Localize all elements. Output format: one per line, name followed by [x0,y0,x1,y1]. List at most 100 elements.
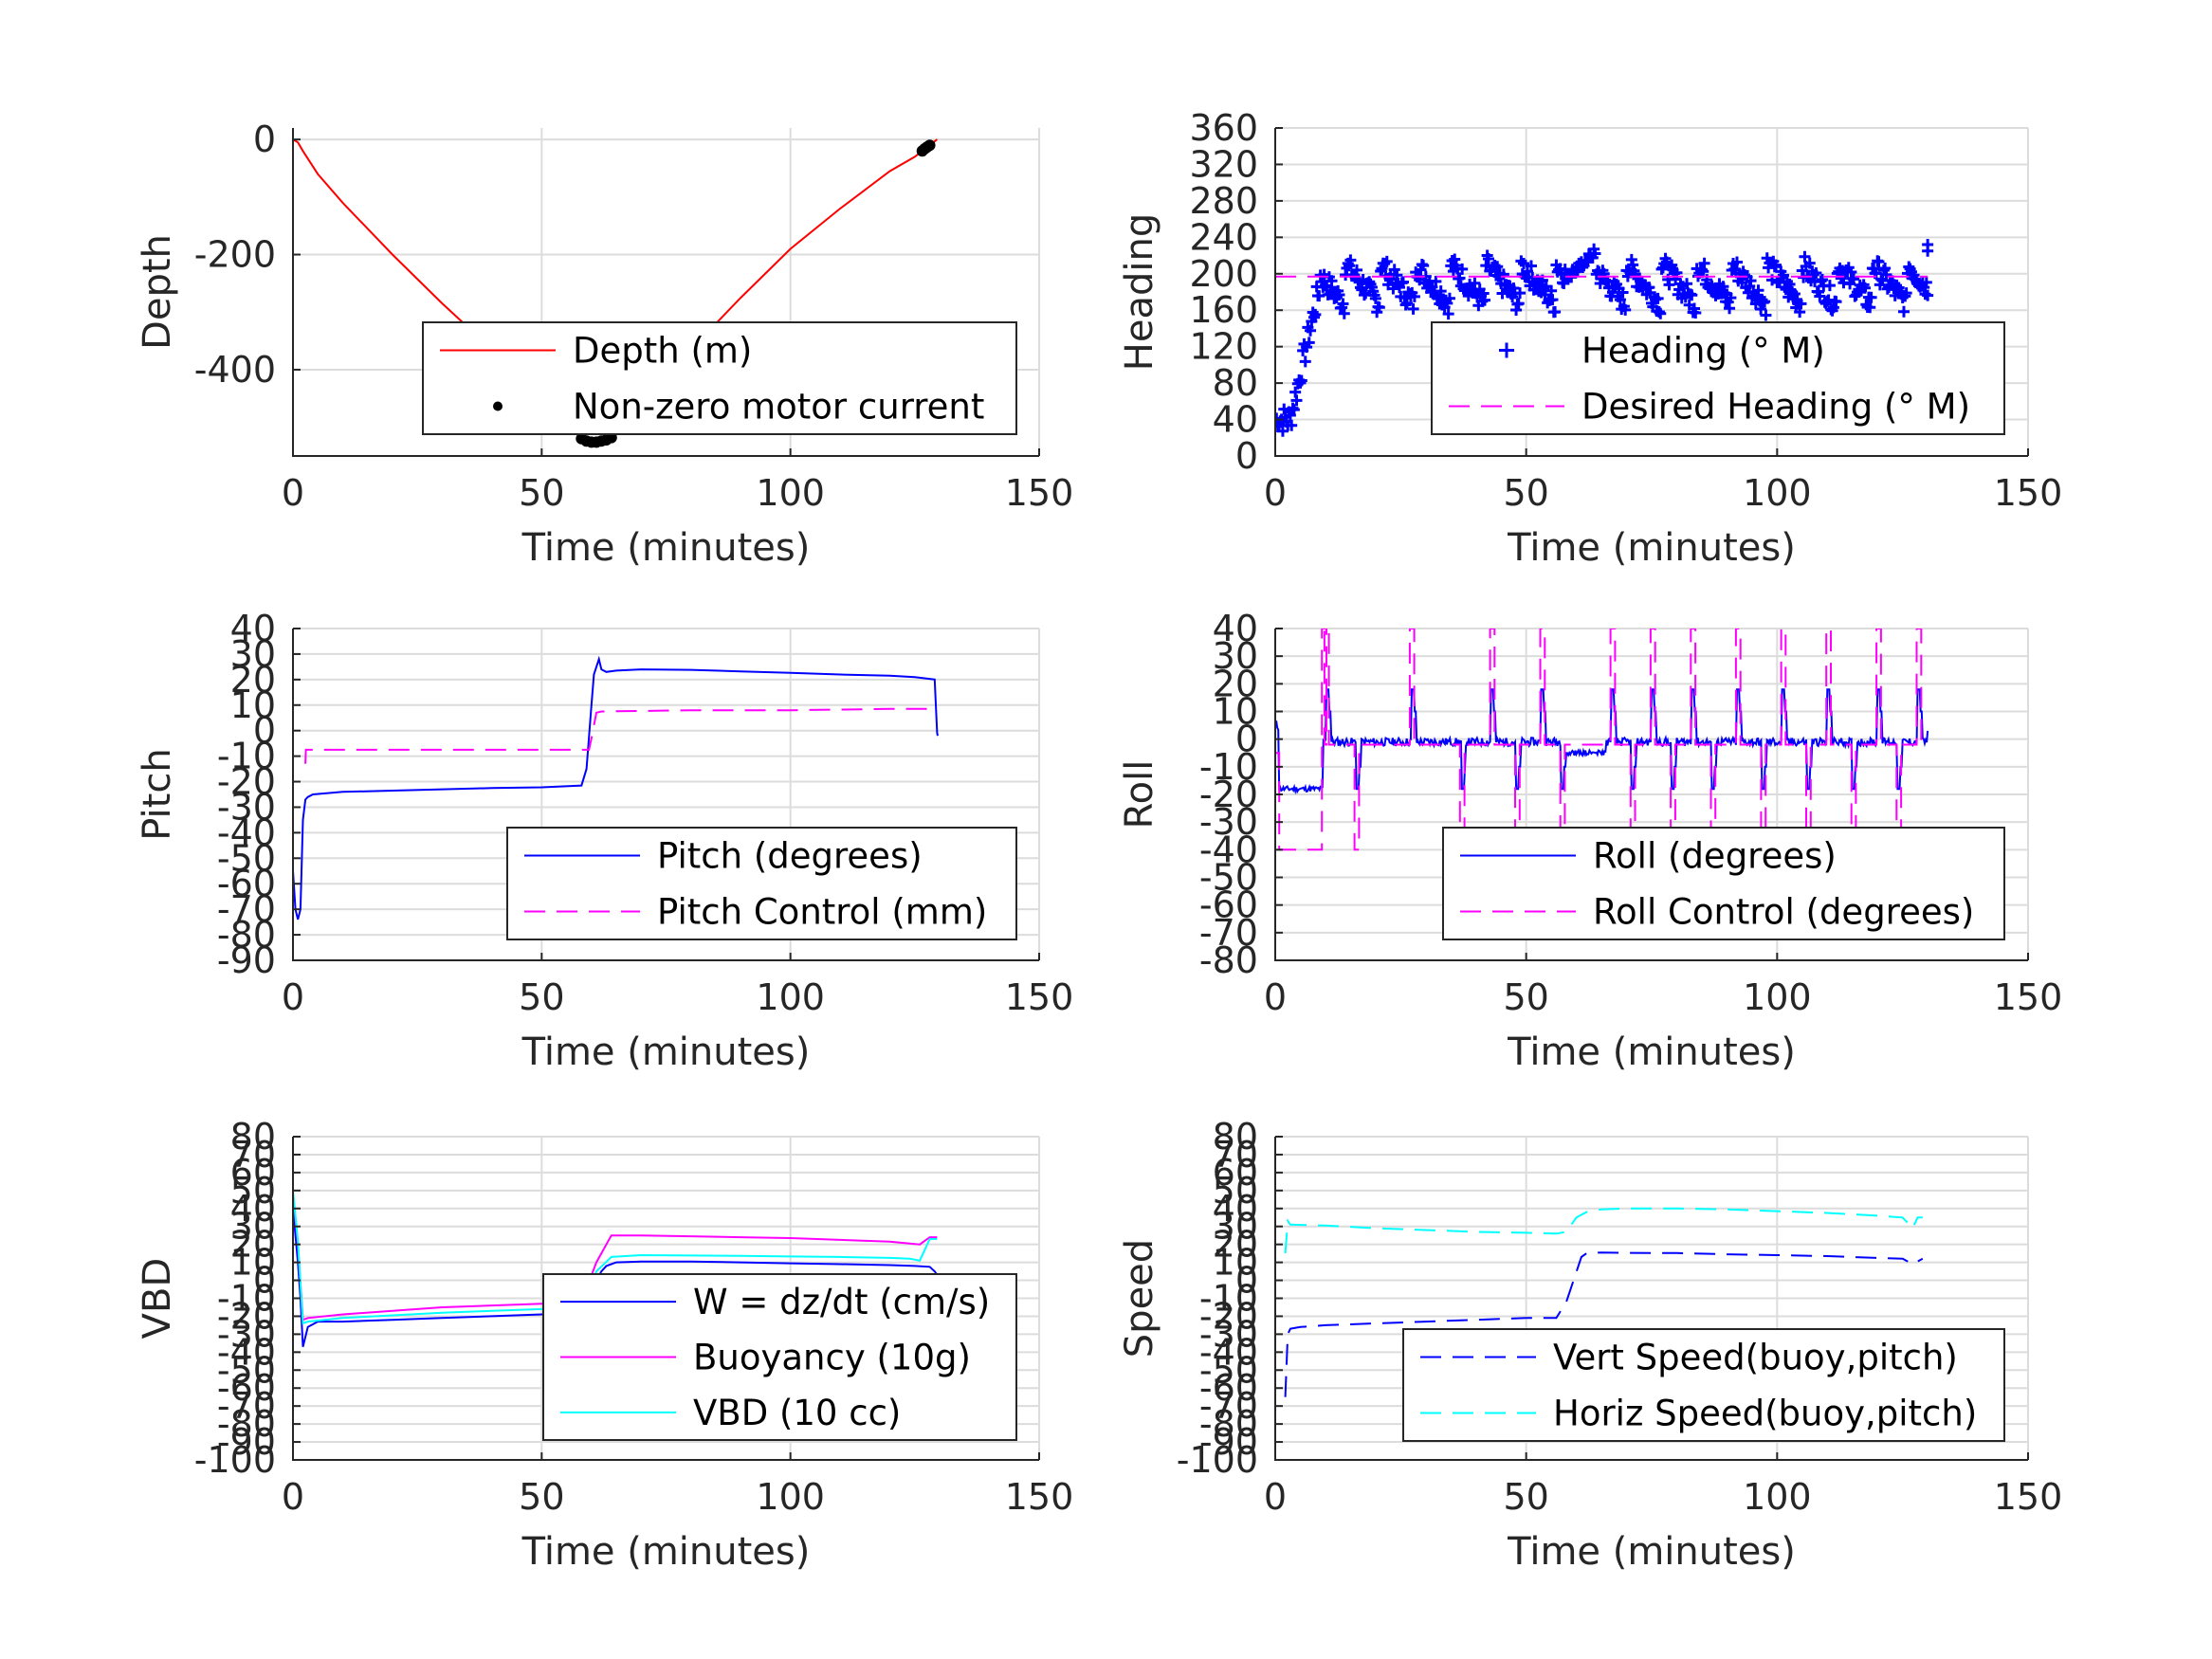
depth-xlabel: Time (minutes) [521,526,811,570]
heading-series-0-marker [1442,308,1454,320]
roll-xtick-label: 0 [1264,976,1287,1018]
speed-legend-label: Vert Speed(buoy,pitch) [1553,1338,1958,1378]
vbd-ytick-label: 10 [230,1242,276,1284]
heading-series-0-marker [1810,266,1822,279]
depth-xtick-label: 0 [282,472,304,514]
heading-series-0-marker [1803,257,1816,269]
heading-series-0-marker [1299,356,1311,368]
heading-series-0-marker [1752,284,1764,297]
heading-series-0-marker [1469,277,1481,289]
heading-ytick-label: 80 [1213,362,1258,404]
roll-legend-box [1442,827,2005,940]
heading-series-0-marker [1417,260,1430,272]
heading-series-0-marker [1663,279,1675,291]
roll-ytick-label: 10 [1213,691,1258,733]
depth-legend-box [422,321,1017,435]
depth-ylabel: Depth [136,234,179,350]
roll-series-0-line [1275,688,1929,795]
vbd-ytick-label: -30 [217,1313,276,1355]
roll-ytick-label: -30 [1199,801,1258,843]
pitch-ytick-label: 30 [230,633,276,675]
pitch-xtick-label: 0 [282,976,304,1018]
heading-legend: Heading (° M) Desired Heading (° M) [1431,321,2005,435]
heading-series-0-marker [1333,289,1345,301]
speed-ytick-label: 50 [1213,1170,1258,1212]
heading-xtick-label: 0 [1264,472,1287,514]
heading-xlabel: Time (minutes) [1507,526,1796,570]
speed-legend-box [1402,1328,2005,1442]
heading-series-0-marker [1491,261,1504,273]
heading-series-0-marker [1617,286,1629,299]
heading-ytick-label: 320 [1189,143,1258,185]
vbd-ytick-label: 20 [230,1224,276,1266]
roll-ytick-label: -50 [1199,857,1258,899]
heading-series-0-marker [1407,302,1419,315]
roll-chart: 0 50 100 150403020100-10-20-30-40-50-60-70-… [1118,608,2062,1074]
heading-series-0-marker [1325,275,1338,287]
heading-xtick-label: 150 [1994,472,2063,514]
heading-series-0-marker [1482,252,1494,264]
heading-series-0-marker [1865,291,1877,303]
vbd-ytick-label: -40 [217,1331,276,1373]
vbd-series-2-line [293,1190,938,1325]
roll-legend-label: Roll (degrees) [1593,836,1837,877]
heading-series-0-marker [1397,276,1409,288]
vbd-series-1-line [293,1194,938,1322]
heading-series-0-marker [1920,276,1932,288]
heading-series-0-marker [1351,264,1363,276]
pitch-legend-label: Pitch Control (mm) [657,892,987,933]
heading-series-0-marker [1814,290,1826,302]
depth-xtick-label: 150 [1005,472,1074,514]
pitch-chart: 0 50 100 150403020100-10-20-30-40-50-60-70-… [136,608,1073,1074]
speed-xtick-label: 50 [1503,1476,1548,1518]
vbd-ytick-label: -20 [217,1295,276,1337]
pitch-xtick-label: 100 [756,976,825,1018]
pitch-legend-box [506,827,1017,940]
pitch-ytick-label: 20 [230,659,276,701]
heading-ytick-label: 120 [1189,326,1258,368]
heading-series-0-marker [1512,298,1525,310]
speed-ytick-label: 80 [1213,1116,1258,1158]
pitch-series-group [293,655,939,921]
pitch-ylabel: Pitch [136,748,179,840]
pitch-ytick-label: -30 [217,786,276,828]
roll-ytick-label: 0 [1235,719,1258,760]
pitch-xlabel: Time (minutes) [521,1030,811,1074]
heading-series-0-marker [1724,302,1736,315]
heading-series-0-marker [1823,280,1836,292]
speed-series-0-line [1284,1251,1924,1397]
roll-ytick-label: 30 [1213,635,1258,677]
speed-xtick-label: 0 [1264,1476,1287,1518]
speed-ytick-label: -70 [1199,1385,1258,1427]
pitch-ytick-label: 10 [230,684,276,726]
speed-xtick-label: 100 [1743,1476,1812,1518]
pitch-ytick-label: -80 [217,914,276,956]
heading-series-0-marker [1435,285,1447,298]
speed-legend: Vert Speed(buoy,pitch) Horiz Speed(buoy,p… [1402,1328,2005,1442]
heading-series-0-marker [1614,294,1626,306]
heading-series-0-marker [1337,298,1349,310]
speed-ytick-label: 70 [1213,1134,1258,1176]
vbd-ytick-label: -90 [217,1421,276,1463]
vbd-xtick-label: 100 [756,1476,825,1518]
heading-series-0-marker [1777,269,1789,282]
roll-ytick-label: -60 [1199,884,1258,926]
pitch-ytick-label: -50 [217,837,276,879]
heading-series-0-marker [1288,404,1300,416]
heading-series-0-marker [1497,268,1509,281]
heading-xtick-label: 100 [1743,472,1812,514]
vbd-xtick-label: 50 [519,1476,564,1518]
heading-series-0-marker [1619,303,1632,316]
speed-ytick-label: -100 [1177,1439,1258,1481]
vbd-ytick-label: -70 [217,1385,276,1427]
heading-series-0-marker [1864,301,1876,314]
heading-legend-label: Desired Heading (° M) [1581,387,1970,428]
speed-ytick-label: -30 [1199,1313,1258,1355]
pitch-xtick-label: 150 [1005,976,1074,1018]
vbd-ytick-label: -80 [217,1403,276,1445]
heading-ytick-label: 280 [1189,180,1258,222]
depth-chart: 0 50 100 150 0 -200 -400 Time (minutes) Depth Dep… [136,118,1073,570]
vbd-ytick-label: -10 [217,1278,276,1320]
depth-legend-swatch [493,401,503,411]
